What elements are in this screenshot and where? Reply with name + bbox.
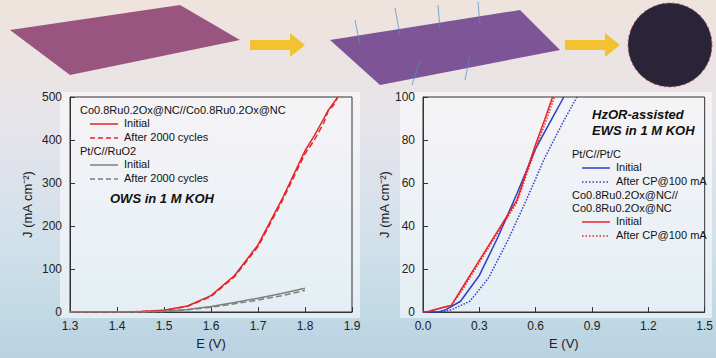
svg-text:400: 400	[42, 133, 62, 147]
svg-text:1.8: 1.8	[297, 319, 314, 333]
svg-text:1.5: 1.5	[156, 319, 173, 333]
svg-text:Initial: Initial	[124, 117, 150, 129]
svg-text:1.9: 1.9	[344, 319, 361, 333]
svg-text:1.7: 1.7	[250, 319, 267, 333]
svg-text:20: 20	[402, 262, 416, 276]
svg-text:100: 100	[395, 90, 415, 104]
svg-text:1.6: 1.6	[203, 319, 220, 333]
svg-text:Initial: Initial	[616, 161, 642, 173]
svg-text:After 2000 cycles: After 2000 cycles	[124, 131, 209, 143]
svg-text:J (mA cm⁻²): J (mA cm⁻²)	[377, 171, 392, 238]
svg-text:After 2000 cycles: After 2000 cycles	[124, 172, 209, 184]
svg-text:Pt/C//RuO2: Pt/C//RuO2	[80, 145, 136, 157]
svg-text:0.0: 0.0	[415, 319, 432, 333]
svg-text:60: 60	[402, 176, 416, 190]
svg-text:Co0.8Ru0.2Ox@NC//: Co0.8Ru0.2Ox@NC//	[572, 189, 679, 201]
svg-text:500: 500	[42, 90, 62, 104]
svg-text:1.2: 1.2	[640, 319, 657, 333]
svg-text:300: 300	[42, 176, 62, 190]
svg-text:After CP@100 mA: After CP@100 mA	[616, 229, 707, 241]
svg-text:0.6: 0.6	[527, 319, 544, 333]
svg-text:OWS in 1 M KOH: OWS in 1 M KOH	[110, 191, 215, 206]
svg-text:0: 0	[55, 305, 62, 319]
svg-text:0: 0	[408, 305, 415, 319]
svg-text:40: 40	[402, 219, 416, 233]
svg-text:1.3: 1.3	[62, 319, 79, 333]
svg-text:1.4: 1.4	[109, 319, 126, 333]
svg-text:Initial: Initial	[616, 215, 642, 227]
svg-text:Co0.8Ru0.2Ox@NC//Co0.8Ru0.2Ox@: Co0.8Ru0.2Ox@NC//Co0.8Ru0.2Ox@NC	[80, 104, 286, 116]
svg-text:1.5: 1.5	[696, 319, 713, 333]
svg-text:0.9: 0.9	[584, 319, 601, 333]
svg-text:Co0.8Ru0.2Ox@NC: Co0.8Ru0.2Ox@NC	[572, 202, 672, 214]
svg-text:200: 200	[42, 219, 62, 233]
svg-text:100: 100	[42, 262, 62, 276]
svg-text:EWS in 1 M KOH: EWS in 1 M KOH	[592, 123, 695, 138]
svg-text:After CP@100 mA: After CP@100 mA	[616, 175, 707, 187]
svg-text:80: 80	[402, 133, 416, 147]
svg-text:J (mA cm⁻²): J (mA cm⁻²)	[20, 171, 35, 238]
svg-text:HzOR-assisted: HzOR-assisted	[592, 107, 685, 122]
svg-text:Initial: Initial	[124, 158, 150, 170]
svg-text:0.3: 0.3	[471, 319, 488, 333]
svg-text:E (V): E (V)	[196, 336, 226, 351]
svg-text:Pt/C//Pt/C: Pt/C//Pt/C	[572, 148, 621, 160]
svg-text:E (V): E (V)	[549, 336, 579, 351]
